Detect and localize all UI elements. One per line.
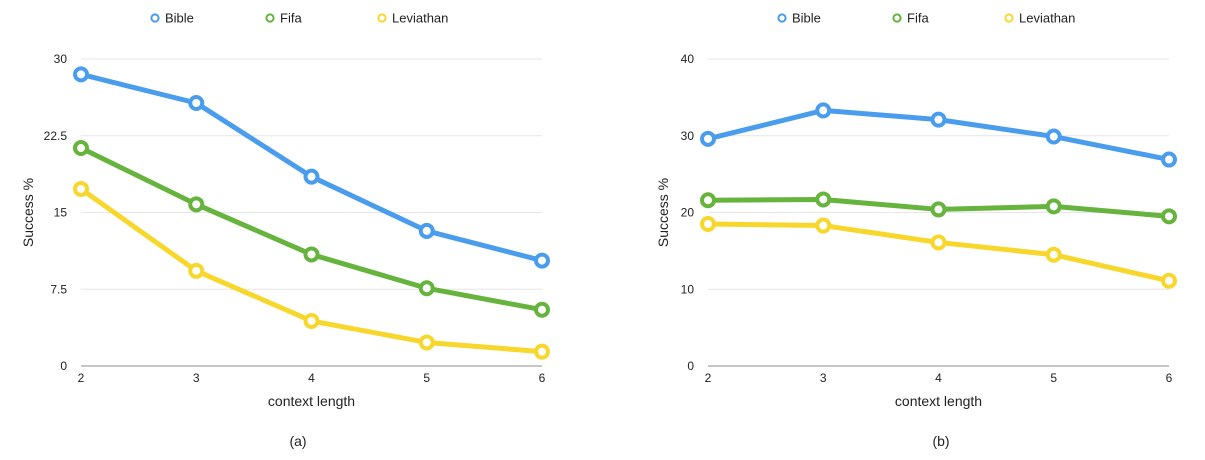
legend-item-leviathan: Leviathan (1004, 11, 1075, 26)
panel-caption: (b) (932, 433, 949, 449)
data-point-leviathan (1045, 246, 1062, 263)
y-tick-label: 10 (681, 282, 695, 296)
x-tick-label: 2 (705, 371, 712, 385)
data-point-leviathan (815, 217, 832, 234)
x-tick-label: 5 (423, 371, 430, 385)
chart-panel-a: 0 7.5 15 22.5 30 2 3 4 5 6 context length Success %… (20, 11, 550, 449)
legend-label: Bible (792, 11, 821, 26)
y-tick-label: 40 (681, 52, 695, 66)
data-point-fifa (418, 280, 435, 297)
y-tick-label: 20 (681, 206, 695, 220)
data-point-fifa (188, 196, 205, 213)
y-tick-label: 30 (681, 129, 695, 143)
data-point-bible (418, 222, 435, 239)
y-tick-label: 7.5 (50, 282, 67, 296)
data-point-fifa (534, 301, 550, 318)
data-point-fifa (930, 201, 947, 218)
legend-marker (265, 13, 275, 23)
data-point-fifa (1045, 198, 1062, 215)
y-tick-label: 0 (687, 359, 694, 373)
data-point-fifa (73, 140, 89, 157)
data-point-fifa (815, 191, 832, 208)
legend-marker (1004, 13, 1014, 23)
chart-panel-b: 0 10 20 30 40 2 3 4 5 6 context length Success % (b)… (655, 11, 1177, 449)
legend-label: Fifa (907, 11, 929, 26)
x-tick-label: 5 (1050, 371, 1057, 385)
series-line-bible (78, 71, 545, 264)
legend-label: Fifa (280, 11, 302, 26)
legend-marker (150, 13, 160, 23)
data-point-bible (930, 111, 947, 128)
legend-item-fifa: Fifa (892, 11, 929, 26)
data-point-bible (1045, 128, 1062, 145)
data-point-leviathan (303, 312, 320, 329)
y-tick-label: 30 (54, 52, 68, 66)
x-tick-label: 3 (193, 371, 200, 385)
y-tick-label: 15 (54, 206, 68, 220)
data-point-leviathan (700, 216, 716, 233)
legend-label: Leviathan (392, 11, 448, 26)
legend-item-leviathan: Leviathan (377, 11, 448, 26)
data-point-leviathan (418, 334, 435, 351)
x-tick-label: 6 (539, 371, 546, 385)
legend-label: Leviathan (1019, 11, 1075, 26)
y-axis-title: Success % (655, 178, 671, 247)
data-point-leviathan (534, 343, 550, 360)
series-line-leviathan (705, 221, 1172, 284)
data-point-fifa (700, 192, 716, 209)
data-point-bible (1161, 151, 1177, 168)
data-point-leviathan (188, 262, 205, 279)
x-tick-label: 4 (935, 371, 942, 385)
legend-marker (892, 13, 902, 23)
legend-label: Bible (165, 11, 194, 26)
legend-marker (377, 13, 387, 23)
legend-item-fifa: Fifa (265, 11, 302, 26)
data-point-bible (815, 102, 832, 119)
x-axis-title: context length (268, 393, 355, 409)
x-axis-title: context length (895, 393, 982, 409)
x-tick-label: 6 (1166, 371, 1173, 385)
y-tick-label: 22.5 (44, 129, 68, 143)
data-point-leviathan (1161, 272, 1177, 289)
data-point-bible (700, 130, 716, 147)
data-point-bible (188, 95, 205, 112)
x-tick-label: 4 (308, 371, 315, 385)
data-point-fifa (303, 246, 320, 263)
x-tick-label: 3 (820, 371, 827, 385)
legend-item-bible: Bible (777, 11, 821, 26)
data-point-bible (303, 168, 320, 185)
data-point-leviathan (73, 180, 89, 197)
data-point-bible (73, 66, 89, 83)
x-tick-label: 2 (78, 371, 85, 385)
y-tick-label: 0 (60, 359, 67, 373)
legend-item-bible: Bible (150, 11, 194, 26)
data-point-leviathan (930, 234, 947, 251)
y-axis-title: Success % (20, 178, 36, 247)
legend-marker (777, 13, 787, 23)
data-point-fifa (1161, 208, 1177, 225)
panel-caption: (a) (289, 433, 306, 449)
data-point-bible (534, 252, 550, 269)
